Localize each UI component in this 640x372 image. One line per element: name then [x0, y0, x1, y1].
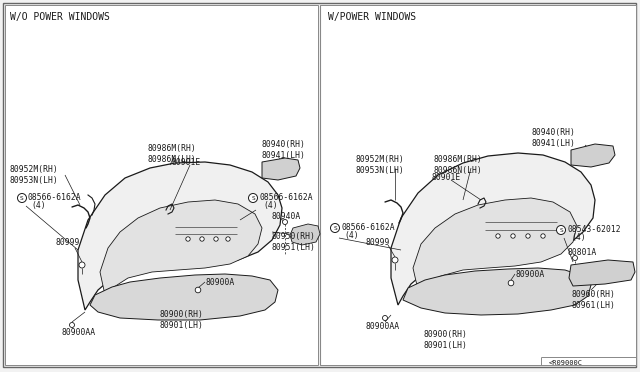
Circle shape — [226, 237, 230, 241]
Text: 80952M(RH)
80953N(LH): 80952M(RH) 80953N(LH) — [10, 165, 59, 185]
Text: 80950(RH)
80951(LH): 80950(RH) 80951(LH) — [272, 232, 316, 252]
Circle shape — [383, 315, 387, 321]
Bar — [320, 5, 636, 365]
Polygon shape — [403, 268, 591, 315]
Text: 80900A: 80900A — [515, 270, 544, 279]
Text: 08566-6162A: 08566-6162A — [28, 193, 82, 202]
Circle shape — [496, 234, 500, 238]
Bar — [485, 215, 557, 253]
Text: 80900(RH)
80901(LH): 80900(RH) 80901(LH) — [423, 330, 467, 350]
Text: S: S — [251, 196, 255, 201]
Circle shape — [248, 193, 257, 202]
Text: 80900AA: 80900AA — [62, 328, 96, 337]
Text: W/O POWER WINDOWS: W/O POWER WINDOWS — [10, 12, 110, 22]
Circle shape — [17, 193, 26, 202]
Text: 80986M(RH)
80986N(LH): 80986M(RH) 80986N(LH) — [148, 144, 196, 164]
Text: S: S — [559, 228, 563, 232]
Circle shape — [200, 237, 204, 241]
Text: 80960(RH)
80961(LH): 80960(RH) 80961(LH) — [571, 290, 615, 310]
Text: 80901E: 80901E — [172, 158, 201, 167]
Circle shape — [508, 280, 514, 286]
Text: (4): (4) — [571, 233, 586, 242]
Polygon shape — [391, 153, 595, 305]
Circle shape — [526, 234, 530, 238]
Text: 80900(RH)
80901(LH): 80900(RH) 80901(LH) — [160, 310, 204, 330]
Text: 80900AA: 80900AA — [365, 322, 399, 331]
Text: W/POWER WINDOWS: W/POWER WINDOWS — [328, 12, 416, 22]
Circle shape — [392, 257, 398, 263]
Polygon shape — [78, 162, 282, 310]
Polygon shape — [290, 224, 320, 245]
Circle shape — [195, 287, 201, 293]
Text: 80901E: 80901E — [431, 173, 460, 182]
Circle shape — [330, 224, 339, 232]
Polygon shape — [90, 274, 278, 320]
Text: 80986M(RH)
80986N(LH): 80986M(RH) 80986N(LH) — [433, 155, 482, 175]
Text: (4): (4) — [263, 201, 278, 210]
Polygon shape — [413, 198, 577, 290]
Polygon shape — [569, 260, 635, 286]
Circle shape — [541, 234, 545, 238]
Text: 08543-62012: 08543-62012 — [567, 225, 621, 234]
Text: 80940A: 80940A — [272, 212, 301, 221]
Text: 08566-6162A: 08566-6162A — [341, 223, 395, 232]
Text: <R09000C: <R09000C — [549, 360, 583, 366]
Text: 80940(RH)
80941(LH): 80940(RH) 80941(LH) — [531, 128, 575, 148]
Text: S: S — [333, 225, 337, 231]
Circle shape — [186, 237, 190, 241]
Circle shape — [79, 262, 85, 268]
Text: S: S — [20, 196, 24, 201]
Polygon shape — [571, 144, 615, 167]
Text: 08566-6162A: 08566-6162A — [260, 193, 314, 202]
Circle shape — [214, 237, 218, 241]
Circle shape — [573, 256, 577, 260]
Text: 80801A: 80801A — [567, 248, 596, 257]
Circle shape — [557, 225, 566, 234]
Circle shape — [282, 219, 287, 224]
Text: 80940(RH)
80941(LH): 80940(RH) 80941(LH) — [261, 140, 305, 160]
Text: (4): (4) — [344, 231, 358, 240]
Circle shape — [511, 234, 515, 238]
Polygon shape — [262, 158, 300, 180]
Polygon shape — [100, 200, 262, 295]
Bar — [5, 5, 318, 365]
Text: 80999: 80999 — [55, 238, 79, 247]
Text: 80900A: 80900A — [205, 278, 234, 287]
Text: (4): (4) — [31, 201, 45, 210]
Circle shape — [70, 323, 74, 327]
Text: 80952M(RH)
80953N(LH): 80952M(RH) 80953N(LH) — [355, 155, 404, 175]
Bar — [175, 220, 237, 255]
Text: 80999: 80999 — [365, 238, 389, 247]
